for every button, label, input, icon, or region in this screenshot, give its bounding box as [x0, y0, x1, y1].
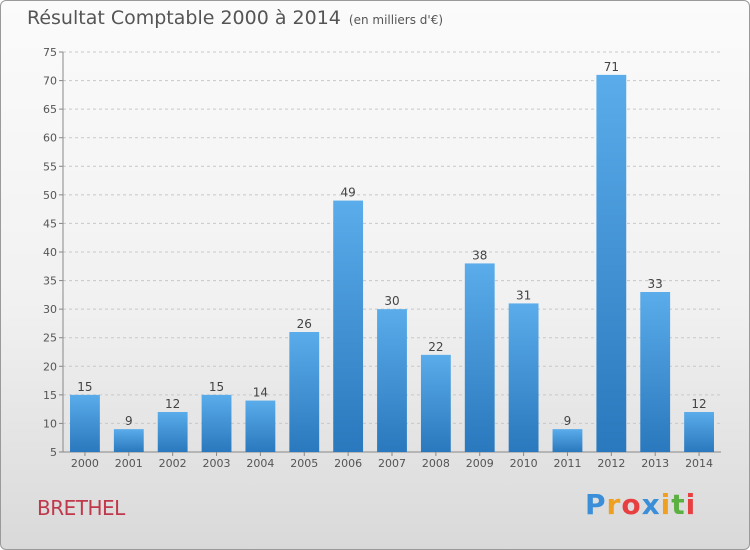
bar-value-label: 22 [428, 340, 443, 354]
x-tick-label: 2010 [510, 457, 538, 470]
y-tick-label: 15 [43, 389, 57, 402]
bar [420, 354, 451, 452]
x-tick-label: 2012 [597, 457, 625, 470]
bar [113, 429, 144, 452]
bar [245, 400, 276, 452]
logo-letter: i [660, 488, 672, 521]
x-tick-label: 2001 [115, 457, 143, 470]
town-name: BRETHEL [37, 496, 125, 520]
y-tick-label: 75 [43, 46, 57, 59]
y-tick-label: 60 [43, 132, 57, 145]
bar-value-label: 12 [165, 397, 180, 411]
x-tick-label: 2004 [246, 457, 274, 470]
y-tick-label: 50 [43, 189, 57, 202]
bar-value-label: 9 [564, 414, 572, 428]
y-tick-label: 35 [43, 275, 57, 288]
bar-value-label: 49 [340, 186, 355, 200]
bar-value-label: 30 [384, 294, 399, 308]
bar [377, 309, 407, 452]
bar-value-label: 14 [253, 386, 268, 400]
bar-value-label: 9 [125, 414, 133, 428]
y-tick-label: 40 [43, 246, 57, 259]
y-tick-label: 30 [43, 303, 57, 316]
bar-value-label: 15 [209, 380, 224, 394]
bar-value-label: 31 [516, 288, 531, 302]
bar [157, 412, 188, 452]
bar-value-label: 12 [691, 397, 706, 411]
bar [289, 332, 320, 452]
bar-value-label: 33 [648, 277, 663, 291]
x-tick-label: 2007 [378, 457, 406, 470]
logo-letter: o [621, 488, 642, 521]
chart-title: Résultat Comptable 2000 à 2014 (en millie… [27, 7, 443, 29]
y-tick-label: 25 [43, 332, 57, 345]
bar [552, 429, 583, 452]
x-tick-label: 2002 [159, 457, 187, 470]
logo-letter: r [606, 488, 622, 521]
bar [596, 74, 627, 452]
bar [201, 394, 232, 452]
x-tick-label: 2005 [290, 457, 318, 470]
y-tick-label: 5 [50, 446, 57, 459]
y-tick-label: 65 [43, 103, 57, 116]
x-tick-label: 2014 [685, 457, 713, 470]
y-tick-label: 20 [43, 360, 57, 373]
x-tick-label: 2013 [641, 457, 669, 470]
x-tick-label: 2008 [422, 457, 450, 470]
bar [70, 394, 100, 452]
bar-value-label: 26 [297, 317, 312, 331]
bar-value-label: 71 [604, 60, 619, 74]
logo-letter: t [671, 488, 686, 521]
logo-letter: x [641, 488, 661, 521]
bar [333, 200, 364, 452]
x-tick-label: 2006 [334, 457, 362, 470]
y-tick-label: 45 [43, 217, 57, 230]
logo-letter: P [585, 488, 607, 521]
y-tick-label: 55 [43, 160, 57, 173]
bar [640, 292, 671, 452]
x-tick-label: 2009 [466, 457, 494, 470]
x-tick-label: 2000 [71, 457, 99, 470]
y-tick-label: 10 [43, 417, 57, 430]
bar-value-label: 15 [77, 380, 92, 394]
bar-value-label: 38 [472, 248, 487, 262]
chart-subtitle: (en milliers d'€) [348, 13, 444, 27]
y-tick-label: 70 [43, 75, 57, 88]
chart-title-text: Résultat Comptable 2000 à 2014 [27, 7, 341, 29]
x-tick-label: 2011 [553, 457, 581, 470]
bar [684, 412, 714, 452]
logo-letter: i [685, 488, 697, 521]
proxiti-logo: Proxiti [585, 488, 696, 521]
bar [508, 303, 539, 452]
bar [464, 263, 495, 452]
x-tick-label: 2003 [203, 457, 231, 470]
